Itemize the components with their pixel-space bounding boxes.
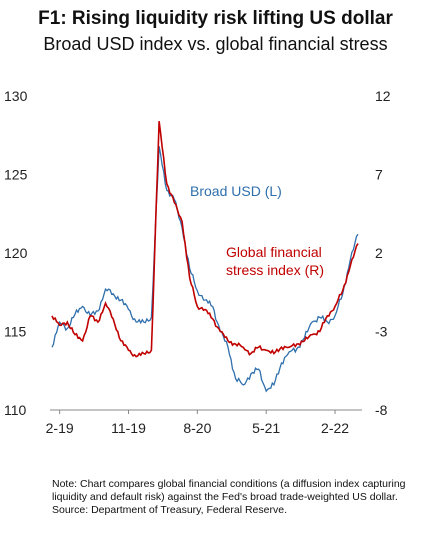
chart-title: F1: Rising liquidity risk lifting US dol… xyxy=(38,8,393,29)
right-tick-label: 12 xyxy=(375,88,391,104)
note-line-1: Note: Chart compares global financial co… xyxy=(52,478,406,490)
right-tick-label: -3 xyxy=(375,324,388,340)
note-line-2: liquidity and default risk) against the … xyxy=(52,491,398,503)
left-axis-ticks: 130 125 120 115 110 xyxy=(4,88,28,418)
label-stress-line2: stress index (R) xyxy=(226,262,324,278)
series-line-usd xyxy=(51,146,359,393)
source-line: Source: Department of Treasury, Federal … xyxy=(52,504,287,516)
chart-note: Note: Chart compares global financial co… xyxy=(52,478,422,517)
x-tick-label: 11-19 xyxy=(111,420,146,436)
right-axis-ticks: 12 7 2 -3 -8 xyxy=(375,88,391,418)
x-tick-label: 2-19 xyxy=(46,420,74,436)
label-broad-usd: Broad USD (L) xyxy=(190,183,282,199)
x-tick-label: 2-22 xyxy=(321,420,349,436)
right-tick-label: 7 xyxy=(375,167,383,183)
x-axis-ticks: 2-19 11-19 8-20 5-21 2-22 xyxy=(46,410,349,436)
left-tick-label: 115 xyxy=(4,324,27,340)
left-tick-label: 125 xyxy=(4,167,28,183)
left-tick-label: 120 xyxy=(4,245,28,261)
x-tick-label: 5-21 xyxy=(252,420,280,436)
right-tick-label: -8 xyxy=(375,402,388,418)
left-tick-label: 110 xyxy=(4,402,27,418)
left-tick-label: 130 xyxy=(4,88,28,104)
right-tick-label: 2 xyxy=(375,245,383,261)
x-tick-label: 8-20 xyxy=(183,420,211,436)
series-line-stress xyxy=(51,121,359,358)
chart-subtitle: Broad USD index vs. global financial str… xyxy=(43,34,388,54)
chart-svg: 130 125 120 115 110 12 7 2 -3 -8 2-19 11-19 8-20 5-… xyxy=(4,88,391,436)
label-stress-line1: Global financial xyxy=(226,244,322,260)
